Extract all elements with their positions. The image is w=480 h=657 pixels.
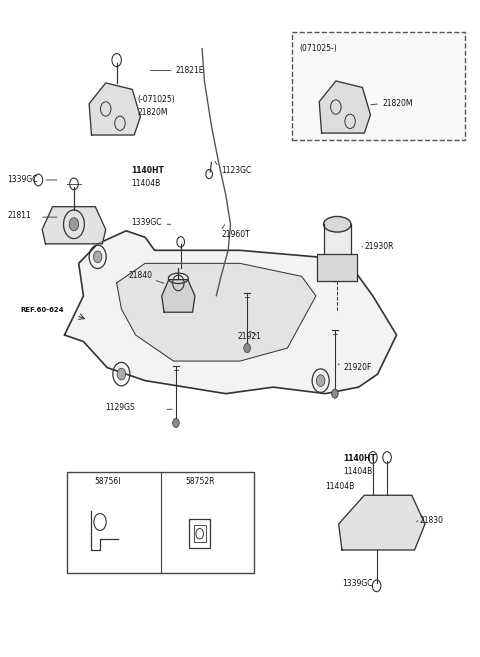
Bar <box>317 254 357 281</box>
Text: 1123GC: 1123GC <box>221 166 251 175</box>
Text: 11404B: 11404B <box>325 482 355 491</box>
Text: REF.60-624: REF.60-624 <box>21 307 64 313</box>
Text: 21811: 21811 <box>8 211 31 219</box>
Text: 21820M: 21820M <box>137 108 168 117</box>
Text: 58756I: 58756I <box>94 477 120 486</box>
Polygon shape <box>324 224 351 254</box>
Text: (071025-): (071025-) <box>300 44 337 53</box>
Text: 21840: 21840 <box>128 271 152 280</box>
Text: 1140HT: 1140HT <box>343 454 376 463</box>
Text: 21921: 21921 <box>238 332 262 341</box>
Text: 11404B: 11404B <box>131 179 160 189</box>
Text: 21821E: 21821E <box>176 66 204 75</box>
Text: (-071025): (-071025) <box>137 95 175 104</box>
Polygon shape <box>89 83 140 135</box>
Circle shape <box>332 389 338 398</box>
Text: 21930R: 21930R <box>364 242 394 251</box>
Circle shape <box>69 217 79 231</box>
Ellipse shape <box>324 216 351 232</box>
Polygon shape <box>42 207 106 244</box>
Text: 21820M: 21820M <box>383 99 413 108</box>
Circle shape <box>244 344 251 353</box>
Circle shape <box>316 374 325 386</box>
Bar <box>189 520 210 548</box>
Bar <box>193 525 206 542</box>
Text: 21830: 21830 <box>420 516 444 525</box>
Text: 58752R: 58752R <box>185 477 215 486</box>
Text: 1140HT: 1140HT <box>131 166 164 175</box>
Polygon shape <box>319 81 371 133</box>
Text: 1339GC: 1339GC <box>131 219 161 227</box>
Bar <box>67 472 254 573</box>
Bar <box>292 32 466 139</box>
Polygon shape <box>339 495 425 550</box>
Circle shape <box>173 419 179 428</box>
Circle shape <box>94 251 102 263</box>
Text: 21960T: 21960T <box>222 230 251 239</box>
Circle shape <box>117 368 126 380</box>
Text: 11404B: 11404B <box>343 467 372 476</box>
Polygon shape <box>64 231 396 394</box>
Text: 21920F: 21920F <box>343 363 372 372</box>
Polygon shape <box>117 263 316 361</box>
Text: 1339GC: 1339GC <box>342 579 372 589</box>
Text: 1339GC: 1339GC <box>8 175 38 185</box>
Text: 1129GS: 1129GS <box>105 403 134 413</box>
Polygon shape <box>162 280 195 312</box>
Circle shape <box>331 264 339 276</box>
